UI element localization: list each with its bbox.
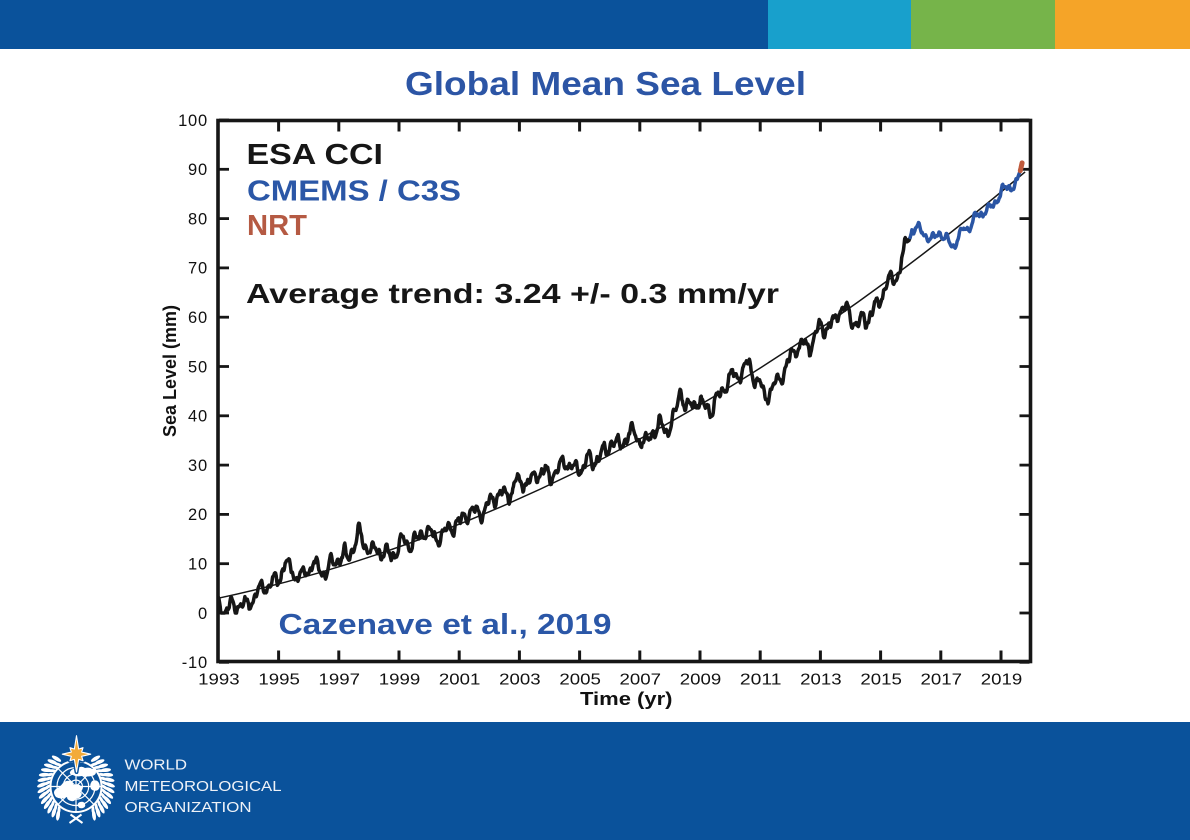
svg-text:METEOROLOGICAL: METEOROLOGICAL: [125, 779, 282, 795]
svg-text:CMEMS / C3S: CMEMS / C3S: [247, 176, 461, 208]
svg-text:Time (yr): Time (yr): [580, 688, 673, 709]
svg-text:WORLD: WORLD: [125, 758, 188, 774]
svg-text:2003: 2003: [499, 672, 541, 689]
svg-text:Average trend: 3.24 +/- 0.3 mm: Average trend: 3.24 +/- 0.3 mm/yr: [246, 278, 779, 309]
svg-text:60: 60: [188, 309, 208, 327]
svg-text:-10: -10: [182, 654, 208, 672]
svg-text:50: 50: [188, 358, 208, 376]
svg-text:2007: 2007: [620, 672, 662, 689]
svg-text:70: 70: [188, 260, 208, 278]
svg-text:90: 90: [188, 161, 208, 179]
svg-text:ESA CCI: ESA CCI: [247, 139, 384, 171]
svg-text:2001: 2001: [439, 672, 481, 689]
svg-text:2011: 2011: [740, 672, 782, 689]
svg-text:40: 40: [188, 408, 208, 426]
svg-text:100: 100: [178, 112, 208, 130]
svg-text:0: 0: [198, 605, 208, 623]
svg-text:2009: 2009: [680, 672, 722, 689]
svg-text:NRT: NRT: [247, 210, 307, 242]
svg-text:1999: 1999: [379, 672, 421, 689]
svg-text:1997: 1997: [319, 672, 361, 689]
svg-text:2019: 2019: [981, 672, 1023, 689]
svg-text:Cazenave et al., 2019: Cazenave et al., 2019: [279, 609, 612, 641]
svg-text:10: 10: [188, 556, 208, 574]
svg-text:80: 80: [188, 210, 208, 228]
svg-text:1995: 1995: [258, 672, 300, 689]
svg-text:2013: 2013: [800, 672, 842, 689]
svg-text:Global Mean Sea Level: Global Mean Sea Level: [405, 65, 806, 102]
svg-text:20: 20: [188, 506, 208, 524]
svg-text:2015: 2015: [860, 672, 902, 689]
svg-text:30: 30: [188, 457, 208, 475]
svg-text:Sea Level (mm): Sea Level (mm): [160, 305, 180, 437]
svg-text:2017: 2017: [921, 672, 963, 689]
svg-text:2005: 2005: [559, 672, 601, 689]
svg-text:ORGANIZATION: ORGANIZATION: [125, 800, 252, 816]
svg-text:1993: 1993: [198, 672, 240, 689]
